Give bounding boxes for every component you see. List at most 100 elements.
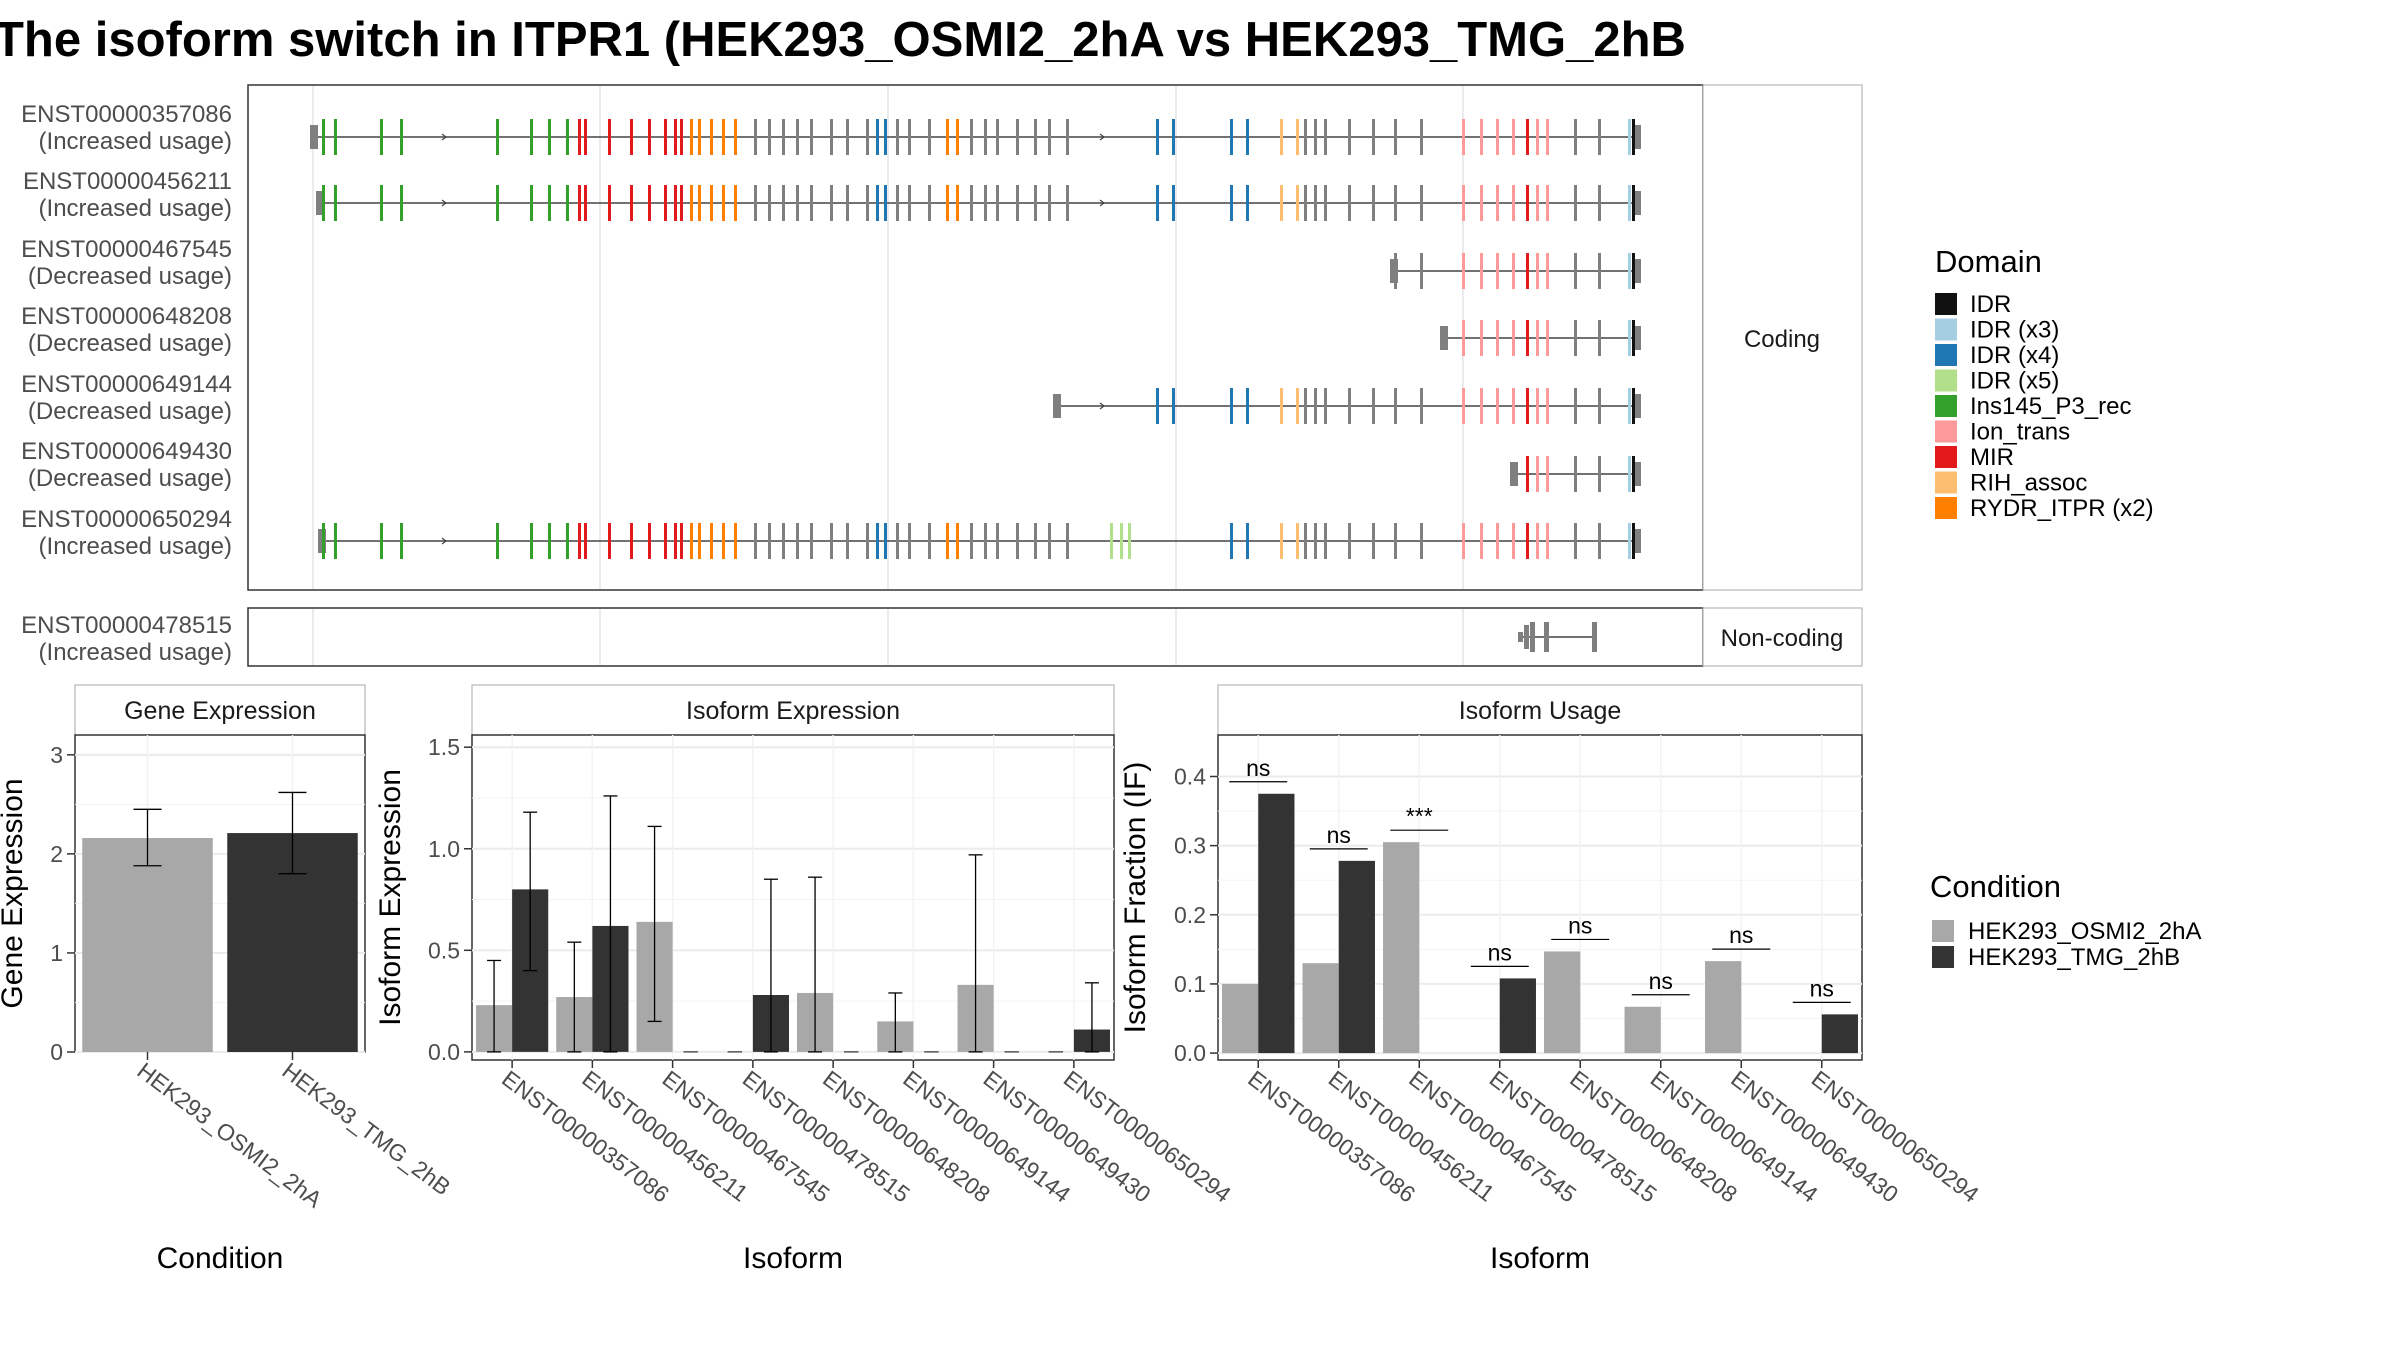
exon [530, 119, 533, 155]
exon [1598, 456, 1601, 492]
exon [830, 523, 833, 559]
exon [1246, 185, 1249, 221]
bar [1258, 793, 1295, 1054]
exon [1574, 119, 1577, 155]
exon [1496, 388, 1499, 424]
exon [1296, 388, 1299, 424]
exon [1480, 320, 1483, 356]
exon [1536, 523, 1539, 559]
exon [1394, 185, 1397, 221]
exon [782, 523, 785, 559]
exon [566, 119, 569, 155]
exon [1394, 388, 1397, 424]
exon [884, 119, 887, 155]
exon [1628, 320, 1631, 356]
y-tick-label: 3 [50, 742, 63, 768]
domain-legend-swatch [1935, 420, 1957, 443]
exon [896, 185, 899, 221]
exon [1512, 119, 1515, 155]
exon [1598, 320, 1601, 356]
exon [698, 185, 701, 221]
y-tick-label: 0.0 [1174, 1040, 1206, 1066]
significance-label: ns [1568, 912, 1592, 938]
exon [548, 523, 551, 559]
isoform-track [310, 119, 1641, 155]
panel-title: Isoform Usage [1459, 697, 1622, 725]
exon [1034, 185, 1037, 221]
isoform-usage-chart: Isoform Usage 0.0 0.1 0.2 0.3 0.4 Isoform Frac… [1119, 684, 1984, 1275]
exon [846, 523, 849, 559]
exon [648, 119, 651, 155]
exon [1544, 622, 1549, 652]
y-tick-label: 0.0 [428, 1039, 460, 1065]
isoform-row-usage: (Decreased usage) [28, 398, 232, 425]
exon [1066, 119, 1069, 155]
exon [1324, 185, 1327, 221]
exon [1574, 253, 1577, 289]
exon [908, 523, 911, 559]
exon [866, 523, 869, 559]
y-tick-label: 0.1 [1174, 971, 1206, 997]
exon [496, 523, 499, 559]
exon [690, 119, 693, 155]
exon [1462, 185, 1465, 221]
noncoding-strip [1702, 607, 1863, 667]
bar [1338, 860, 1375, 1054]
exon [970, 119, 973, 155]
exon [1296, 119, 1299, 155]
exon [674, 119, 677, 155]
exon [1156, 185, 1159, 221]
exon [810, 185, 813, 221]
exon [896, 523, 899, 559]
exon [578, 119, 581, 155]
exon [1632, 456, 1635, 492]
exon [1598, 523, 1601, 559]
exon [698, 523, 701, 559]
isoform-row-usage: (Increased usage) [39, 639, 232, 666]
condition-legend-swatch [1932, 920, 1954, 942]
exon [1526, 456, 1529, 492]
domain-legend-label: Ion_trans [1970, 419, 2070, 446]
isoform-row-label: ENST00000456211 [23, 168, 232, 195]
exon [1526, 119, 1529, 155]
exon [810, 523, 813, 559]
condition-legend-label: HEK293_OSMI2_2hA [1968, 918, 2201, 945]
exon [1536, 253, 1539, 289]
exon [548, 119, 551, 155]
exon [710, 523, 713, 559]
isoform-row-label: ENST00000357086 [21, 101, 232, 128]
condition-legend-label: HEK293_TMG_2hB [1968, 944, 2180, 971]
domain-legend-label: RIH_assoc [1970, 470, 2087, 497]
exon [884, 185, 887, 221]
exon [866, 119, 869, 155]
y-axis-label: Gene Expression [0, 778, 29, 1008]
exon [1598, 119, 1601, 155]
bar [1383, 842, 1420, 1054]
exon [566, 523, 569, 559]
exon [1632, 185, 1635, 221]
bar [1821, 1014, 1858, 1054]
exon [1304, 388, 1307, 424]
exon [710, 119, 713, 155]
exon [1016, 119, 1019, 155]
noncoding-panel-frame [247, 607, 1704, 667]
exon [1512, 523, 1515, 559]
exon [1536, 456, 1539, 492]
significance-label: ns [1649, 968, 1673, 994]
domain-legend-swatch [1935, 395, 1957, 417]
exon [530, 185, 533, 221]
isoform-row-label: ENST00000650294 [21, 506, 232, 533]
isoform-track [316, 185, 1641, 221]
condition-legend-swatch [1932, 946, 1954, 968]
exon [1156, 388, 1159, 424]
isoform-row-usage: (Decreased usage) [28, 263, 232, 290]
exon [782, 119, 785, 155]
exon [908, 119, 911, 155]
exon [1230, 523, 1233, 559]
exon [1628, 185, 1631, 221]
exon [1628, 253, 1631, 289]
y-axis-label: Isoform Expression [374, 769, 407, 1026]
exon [664, 523, 667, 559]
exon [996, 119, 999, 155]
domain-legend-label: IDR [1970, 291, 2011, 318]
